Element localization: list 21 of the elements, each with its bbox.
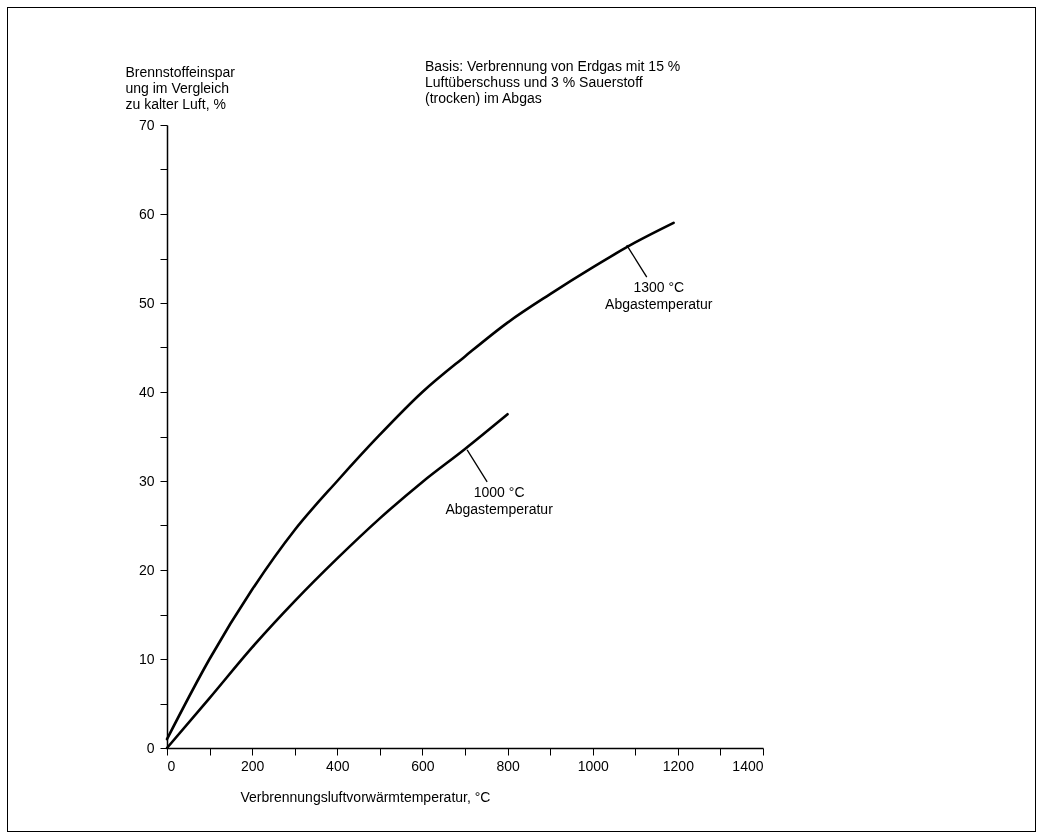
x-tick-label: 200 (240, 757, 265, 774)
x-axis-title: Verbrennungsluftvorwärmtemperatur, °C (240, 788, 491, 805)
y-tick-label: 40 (138, 383, 155, 400)
y-tick-label: 70 (138, 116, 155, 133)
y-tick-label: 0 (146, 739, 155, 756)
annotation: 1000 °C Abgastemperatur (445, 483, 554, 517)
x-tick-label: 1200 (662, 757, 695, 774)
x-tick-label: 0 (167, 757, 176, 774)
annotation: 1300 °C Abgastemperatur (605, 279, 713, 313)
y-tick-label: 30 (138, 472, 155, 489)
y-tick-label: 50 (138, 294, 155, 311)
x-tick-label: 800 (496, 757, 520, 774)
text: Basis: Verbrennung von Erdgas mit 15 % Luftüberschuss und 3 % Sauerstoff (trocken) im Abgas (425, 58, 681, 106)
x-tick-label: 600 (411, 757, 435, 774)
y-tick-label: 20 (138, 561, 155, 578)
x-tick-label: 1000 (577, 757, 609, 774)
y-tick-label: 10 (138, 650, 155, 667)
x-tick-label: 1400 (732, 757, 764, 774)
x-tick-label: 400 (326, 757, 350, 774)
y-tick-label: 60 (138, 205, 155, 222)
y-axis-title: Brennstoffeinspar ung im Vergleich zu kalter Luft, % (125, 63, 236, 112)
